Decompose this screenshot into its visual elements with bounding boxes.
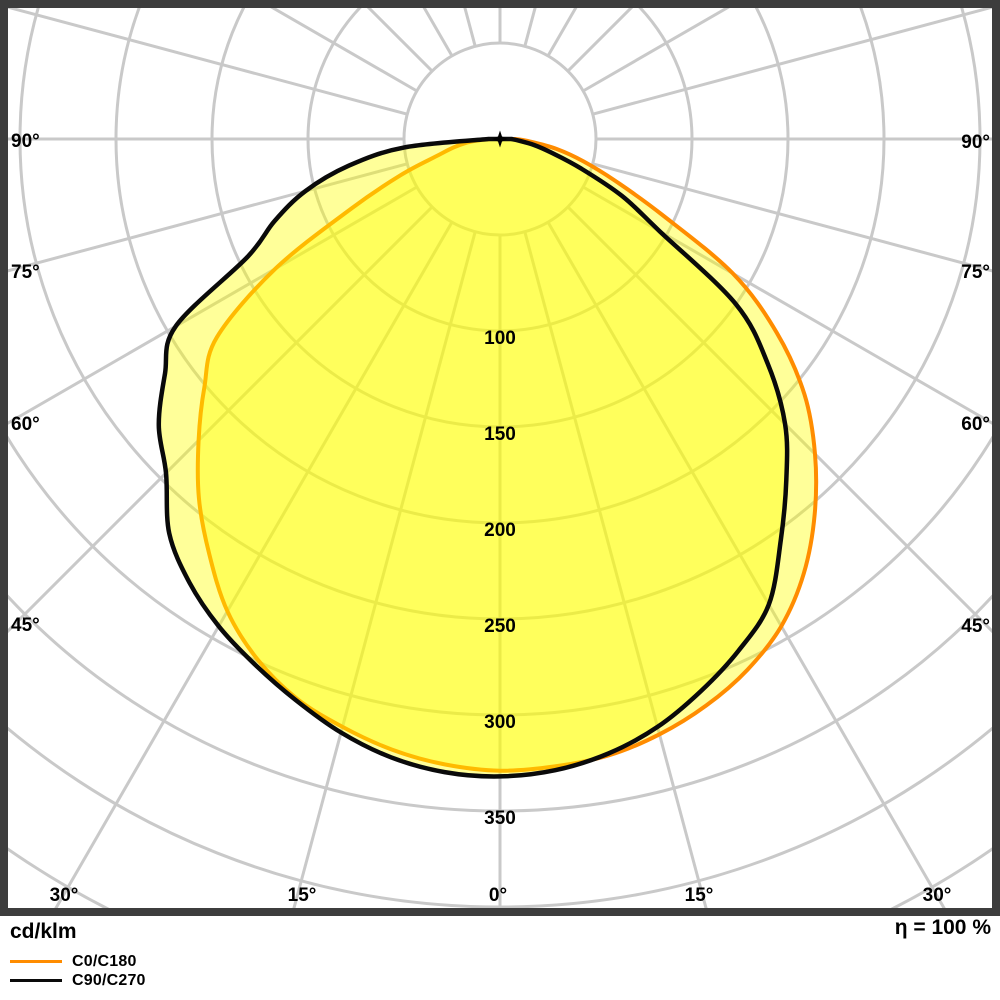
c0-c180-line-swatch [10, 960, 62, 963]
center-marker [492, 130, 508, 148]
grid-spoke [8, 205, 434, 634]
series-curve-c90-c270 [156, 136, 790, 779]
legend-item-c90-c270: C90/C270 [10, 971, 146, 990]
angle-label-left: 45° [11, 615, 40, 636]
angle-label-bottom: 15° [288, 885, 317, 906]
grid-spoke [523, 231, 708, 908]
axis-labels: 90° 75° 60° 45° 90° 75° 60° 45° 30° 15° 0° 15° 30° 10… [11, 131, 990, 906]
legend: C0/C180 C90/C270 [10, 952, 146, 990]
angle-label-left: 75° [11, 262, 40, 283]
plot-frame [0, 0, 1000, 916]
angle-label-right: 60° [961, 414, 990, 435]
angle-label-right: 45° [961, 616, 990, 637]
angle-label-left: 60° [11, 414, 40, 435]
radial-tick-label: 350 [484, 808, 516, 829]
grid-spoke [8, 8, 408, 116]
angle-label-bottom: 30° [923, 885, 952, 906]
ldc-curves [156, 136, 819, 779]
grid-spoke [366, 8, 434, 73]
grid-spoke [566, 8, 634, 73]
grid-spoke [292, 231, 477, 908]
grid-spoke [54, 221, 454, 908]
grid-spoke [566, 205, 992, 634]
angle-label-right: 90° [961, 132, 990, 153]
angle-label-left: 90° [11, 131, 40, 152]
series-curve-c0-c180 [195, 137, 819, 773]
angle-label-bottom: 0° [489, 885, 507, 906]
units-label: cd/klm [10, 920, 77, 943]
grid-spoke [546, 221, 946, 908]
c90-c270-line-swatch [10, 979, 62, 982]
grid-spoke [582, 185, 992, 425]
radial-tick-label: 300 [484, 712, 516, 733]
angle-label-bottom: 15° [685, 885, 714, 906]
c0-c180-label: C0/C180 [72, 952, 137, 970]
grid-spoke [8, 185, 418, 425]
c90-c270-label: C90/C270 [72, 971, 146, 989]
radial-tick-label: 100 [484, 328, 516, 349]
radial-tick-label: 250 [484, 616, 516, 637]
grid-spoke [592, 162, 992, 273]
radial-tick-label: 150 [484, 424, 516, 445]
grid-spoke [592, 8, 992, 116]
angle-label-bottom: 30° [50, 885, 79, 906]
efficiency-label: η = 100 % [894, 916, 991, 939]
angle-label-right: 75° [961, 262, 990, 283]
grid-spoke [8, 162, 408, 273]
radial-tick-label: 200 [484, 520, 516, 541]
legend-item-c0-c180: C0/C180 [10, 952, 146, 971]
